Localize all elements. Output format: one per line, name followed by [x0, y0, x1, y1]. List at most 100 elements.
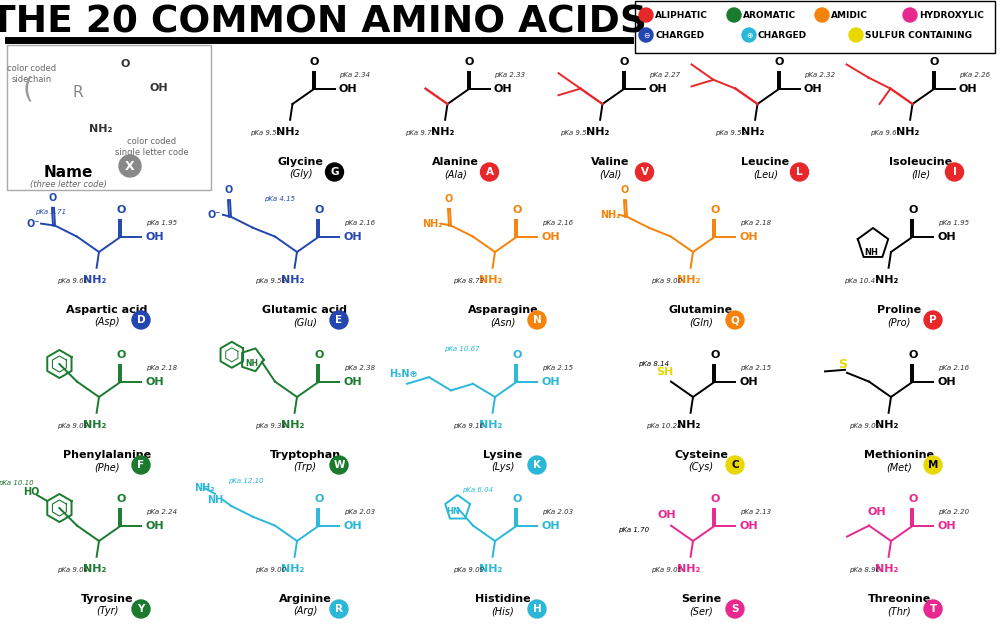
Text: OH: OH [338, 84, 357, 93]
Text: OH: OH [658, 509, 676, 520]
Text: pKa 2.13: pKa 2.13 [740, 509, 771, 515]
Text: Leucine: Leucine [741, 157, 790, 167]
Text: pKa 1.95: pKa 1.95 [938, 220, 969, 227]
Text: pKa 2.32: pKa 2.32 [804, 72, 835, 79]
Text: O: O [314, 205, 324, 215]
Text: NH₂: NH₂ [586, 127, 610, 137]
Text: (Asp): (Asp) [94, 317, 120, 327]
Circle shape [726, 311, 744, 329]
Text: Glutamic acid: Glutamic acid [262, 305, 348, 315]
Text: V: V [640, 167, 648, 177]
Text: OH: OH [739, 520, 758, 531]
Text: NH₂: NH₂ [431, 127, 455, 137]
Text: O: O [512, 350, 522, 360]
Text: pKa 2.20: pKa 2.20 [938, 509, 969, 515]
Text: pKa 9.00: pKa 9.00 [255, 567, 286, 573]
Text: OH: OH [145, 520, 164, 531]
Text: pKa 9.52: pKa 9.52 [560, 129, 592, 136]
Text: O: O [908, 205, 918, 215]
Text: pKa 2.16: pKa 2.16 [344, 220, 375, 227]
Text: R: R [72, 84, 83, 100]
Text: pKa 9.09: pKa 9.09 [453, 567, 484, 573]
Text: S: S [731, 604, 739, 614]
Text: NH₂: NH₂ [276, 127, 300, 137]
Text: OH: OH [343, 377, 362, 386]
Text: NH₂: NH₂ [875, 420, 898, 430]
Circle shape [903, 8, 917, 22]
Text: Proline: Proline [877, 305, 921, 315]
Text: Tryptophan: Tryptophan [269, 450, 341, 460]
Text: (Thr): (Thr) [887, 606, 911, 616]
Text: THE 20 COMMON AMINO ACIDS: THE 20 COMMON AMINO ACIDS [0, 4, 646, 40]
Text: (Lys): (Lys) [491, 462, 515, 472]
Text: pKa 2.16: pKa 2.16 [542, 220, 573, 227]
Text: pKa 12.10: pKa 12.10 [228, 478, 264, 484]
Text: pKa 10.47: pKa 10.47 [844, 278, 880, 283]
Text: pKa 10.67: pKa 10.67 [444, 346, 480, 352]
Text: T: T [929, 604, 937, 614]
Text: pKa 9.09: pKa 9.09 [57, 422, 88, 429]
Text: O: O [620, 57, 629, 67]
Text: SULFUR CONTAINING: SULFUR CONTAINING [865, 30, 972, 39]
Text: HO: HO [23, 487, 40, 497]
Text: O: O [908, 494, 918, 504]
Text: pKa 2.26: pKa 2.26 [959, 72, 990, 79]
Text: O: O [116, 205, 126, 215]
Text: pKa 2.33: pKa 2.33 [494, 72, 525, 79]
Text: SH: SH [656, 366, 674, 377]
Text: O: O [445, 194, 453, 204]
Circle shape [528, 600, 546, 618]
Text: O: O [225, 185, 233, 195]
Text: pKa 9.04: pKa 9.04 [57, 567, 88, 573]
Text: K: K [533, 460, 541, 470]
Circle shape [726, 456, 744, 474]
Text: W: W [333, 460, 345, 470]
Circle shape [330, 311, 348, 329]
Circle shape [326, 163, 344, 181]
Text: H₃N⊕: H₃N⊕ [389, 369, 417, 379]
Text: (His): (His) [492, 606, 514, 616]
Text: Arginine: Arginine [279, 594, 331, 604]
Text: pKa 9.34: pKa 9.34 [255, 422, 286, 429]
Circle shape [330, 600, 348, 618]
Text: Phenylalanine: Phenylalanine [63, 450, 151, 460]
Text: O: O [49, 193, 57, 203]
Text: pKa 2.34: pKa 2.34 [339, 72, 370, 79]
Text: NH₂: NH₂ [479, 564, 502, 574]
Text: (Met): (Met) [886, 462, 912, 472]
Text: pKa 8.96: pKa 8.96 [849, 567, 880, 573]
Text: NH₂: NH₂ [83, 275, 106, 285]
Text: O: O [621, 185, 629, 195]
Circle shape [639, 28, 653, 42]
Circle shape [639, 8, 653, 22]
Circle shape [742, 28, 756, 42]
Text: O: O [908, 350, 918, 360]
Text: pKa 9.16: pKa 9.16 [453, 422, 484, 429]
Text: L: L [796, 167, 803, 177]
Text: ALIPHATIC: ALIPHATIC [655, 10, 708, 19]
Text: Tyrosine: Tyrosine [81, 594, 133, 604]
Text: P: P [929, 315, 937, 325]
Text: O: O [930, 57, 939, 67]
Circle shape [480, 163, 498, 181]
Text: Methionine: Methionine [864, 450, 934, 460]
Text: NH₂: NH₂ [89, 124, 113, 134]
Text: A: A [486, 167, 494, 177]
Circle shape [924, 311, 942, 329]
Text: pKa 9.60: pKa 9.60 [870, 129, 902, 136]
Text: NH₂: NH₂ [479, 275, 502, 285]
Text: M: M [928, 460, 938, 470]
Text: OH: OH [145, 232, 164, 242]
Text: (Glu): (Glu) [293, 317, 317, 327]
Text: Threonine: Threonine [867, 594, 931, 604]
Text: pKa 9.71: pKa 9.71 [405, 129, 436, 136]
Circle shape [119, 155, 141, 177]
Text: N: N [533, 315, 541, 325]
Circle shape [924, 456, 942, 474]
Text: (Cys): (Cys) [688, 462, 714, 472]
Text: pKa 9.66: pKa 9.66 [57, 278, 88, 283]
Text: O: O [465, 57, 474, 67]
Circle shape [330, 456, 348, 474]
Text: ⊕: ⊕ [746, 30, 752, 39]
Text: OH: OH [739, 377, 758, 386]
